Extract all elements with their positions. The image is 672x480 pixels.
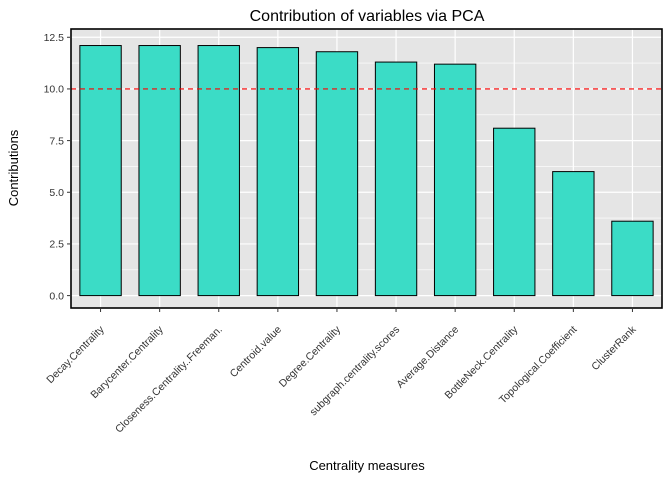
x-tick-label: Degree.Centrality bbox=[277, 323, 344, 390]
y-tick-label: 7.5 bbox=[49, 135, 64, 147]
y-axis: 0.0 2.5 5.0 7.5 10.0 12.5 bbox=[44, 32, 71, 302]
x-axis: Decay.CentralityBarycenter.CentralityClo… bbox=[44, 308, 639, 436]
y-axis-title: Contributions bbox=[6, 129, 21, 206]
bar bbox=[256, 47, 300, 297]
bar bbox=[493, 127, 536, 297]
bar bbox=[138, 45, 181, 297]
x-tick-label: Decay.Centrality bbox=[44, 323, 107, 386]
bar bbox=[315, 51, 359, 297]
bar bbox=[552, 171, 595, 297]
chart-title: Contribution of variables via PCA bbox=[250, 8, 485, 25]
y-tick-label: 5.0 bbox=[49, 187, 64, 199]
bar bbox=[433, 63, 477, 297]
x-tick-label: Closeness.Centrality..Freeman. bbox=[113, 324, 225, 436]
bar bbox=[374, 61, 418, 297]
x-tick-label: Average.Distance bbox=[394, 324, 461, 391]
bars bbox=[79, 45, 654, 297]
y-tick-label: 0.0 bbox=[49, 290, 64, 302]
plot-border bbox=[70, 28, 663, 309]
x-tick-label: ClusterRank bbox=[589, 323, 639, 373]
x-axis-title: Centrality measures bbox=[309, 458, 425, 473]
bar bbox=[79, 45, 122, 297]
y-tick-label: 12.5 bbox=[44, 32, 65, 44]
x-tick-label: Centroid.value bbox=[228, 324, 284, 380]
y-tick-label: 2.5 bbox=[49, 239, 64, 251]
bar bbox=[197, 45, 240, 297]
bar bbox=[611, 220, 654, 297]
y-tick-label: 10.0 bbox=[44, 84, 65, 96]
